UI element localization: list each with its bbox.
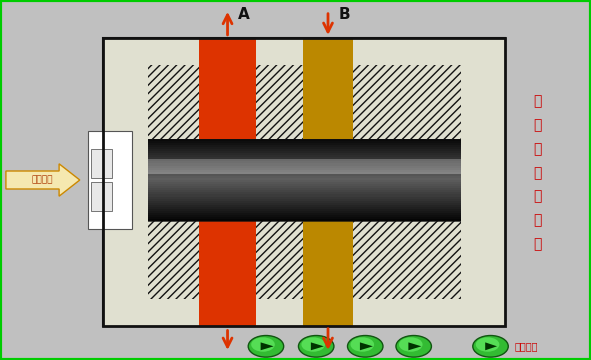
Bar	[103, 207, 505, 209]
Bar	[247, 208, 271, 221]
Bar	[103, 167, 505, 170]
Bar	[199, 221, 256, 326]
Bar	[103, 159, 505, 161]
Bar	[103, 141, 505, 143]
Bar	[88, 131, 132, 229]
Bar	[103, 147, 505, 149]
Circle shape	[301, 337, 325, 352]
Circle shape	[350, 337, 374, 352]
Bar	[103, 155, 505, 157]
Bar	[199, 38, 256, 65]
Bar	[199, 207, 291, 221]
Bar	[103, 139, 505, 221]
Polygon shape	[360, 342, 373, 350]
Bar	[103, 205, 505, 207]
Bar	[103, 197, 505, 199]
Bar	[103, 174, 505, 176]
Bar	[271, 207, 353, 221]
Bar	[103, 139, 505, 141]
Bar	[103, 38, 505, 326]
Circle shape	[248, 336, 284, 357]
Circle shape	[473, 336, 508, 357]
Bar	[303, 299, 353, 326]
Polygon shape	[311, 342, 324, 350]
Bar	[103, 38, 505, 65]
Bar	[103, 178, 505, 180]
Polygon shape	[261, 342, 274, 350]
Bar	[103, 161, 505, 163]
Bar	[103, 215, 505, 217]
Polygon shape	[485, 342, 497, 350]
Bar	[103, 38, 148, 326]
Bar	[103, 182, 505, 184]
Bar	[103, 211, 505, 213]
Circle shape	[396, 336, 431, 357]
Circle shape	[251, 337, 275, 352]
Bar	[303, 38, 353, 139]
Bar	[103, 180, 505, 182]
Bar	[103, 184, 505, 186]
Bar	[303, 221, 353, 326]
Circle shape	[298, 336, 334, 357]
Text: A: A	[238, 7, 250, 22]
Bar	[103, 170, 505, 172]
Polygon shape	[6, 164, 80, 196]
Bar	[303, 38, 353, 65]
Bar	[103, 149, 505, 151]
Bar	[103, 217, 505, 219]
Bar	[103, 199, 505, 201]
Circle shape	[399, 337, 423, 352]
Bar	[103, 219, 505, 221]
Circle shape	[348, 336, 383, 357]
Bar	[103, 190, 505, 192]
Bar	[271, 139, 353, 153]
Bar	[199, 38, 256, 139]
Bar	[103, 139, 505, 221]
Bar	[103, 203, 505, 205]
Bar	[103, 201, 505, 203]
Bar	[103, 176, 505, 178]
Bar	[103, 151, 505, 153]
Text: 外力推动: 外力推动	[32, 175, 53, 184]
Polygon shape	[408, 342, 421, 350]
Bar	[103, 209, 505, 211]
Bar	[199, 299, 256, 326]
Bar	[103, 38, 505, 326]
Text: 三
位
五
通
换
向
阀: 三 位 五 通 换 向 阀	[534, 94, 542, 252]
Bar	[103, 299, 505, 326]
Bar	[103, 145, 505, 147]
Bar	[199, 139, 291, 153]
Bar	[103, 186, 505, 188]
Bar	[103, 213, 505, 215]
Bar	[103, 153, 505, 155]
Bar	[103, 157, 505, 159]
Bar	[91, 182, 112, 211]
Circle shape	[476, 337, 499, 352]
Bar	[103, 192, 505, 194]
Text: 返回上页: 返回上页	[514, 341, 538, 351]
Bar	[103, 188, 505, 190]
Bar	[103, 143, 505, 145]
Bar	[461, 38, 505, 326]
Bar	[103, 166, 505, 168]
Bar	[103, 172, 505, 174]
Text: B: B	[339, 7, 350, 22]
Bar	[103, 163, 505, 166]
Bar	[103, 194, 505, 197]
Bar	[91, 149, 112, 178]
